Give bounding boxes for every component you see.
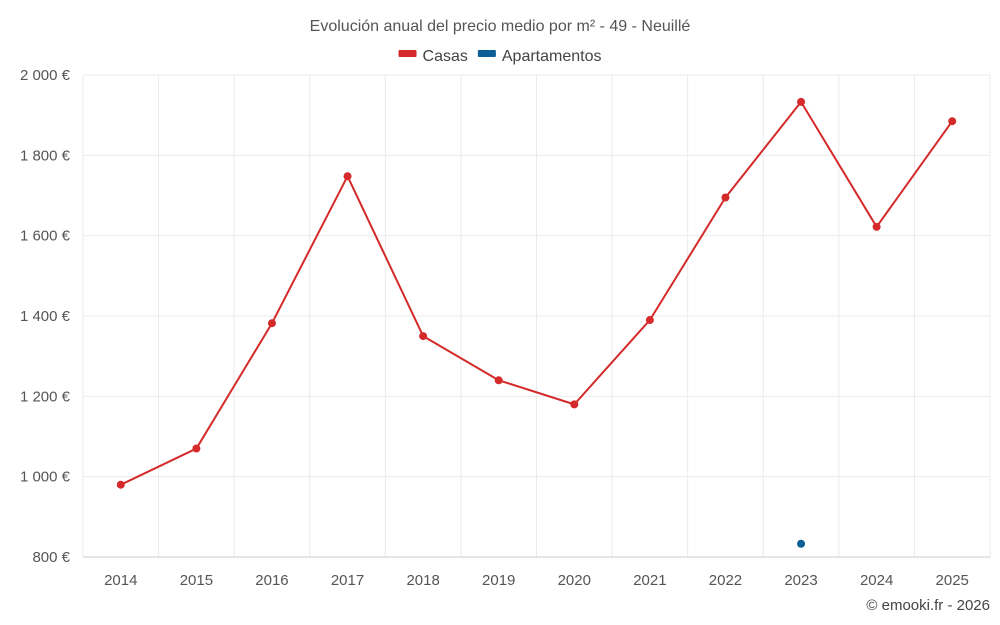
x-tick-label: 2024 — [860, 572, 893, 589]
x-tick-label: 2023 — [784, 572, 817, 589]
x-tick-label: 2015 — [180, 572, 213, 589]
grid — [82, 74, 991, 558]
data-point-apartamentos — [797, 539, 806, 548]
series-line-casas — [120, 100, 954, 486]
y-tick-label: 1 400 € — [20, 308, 71, 325]
x-tick-label: 2016 — [255, 572, 288, 589]
x-tick-label: 2018 — [406, 572, 439, 589]
x-tick-label: 2017 — [331, 572, 364, 589]
data-point-casas — [721, 193, 730, 202]
series-layer — [116, 97, 957, 548]
y-tick-label: 800 € — [32, 549, 70, 566]
legend: Casas Apartamentos — [398, 48, 602, 65]
data-point-casas — [419, 332, 428, 341]
x-tick-label: 2020 — [558, 572, 591, 589]
x-tick-label: 2014 — [104, 572, 137, 589]
data-point-casas — [948, 117, 957, 126]
data-point-casas — [494, 376, 503, 385]
legend-label: Casas — [423, 48, 468, 65]
y-tick-label: 1 200 € — [20, 388, 71, 405]
legend-swatch — [477, 50, 496, 57]
x-tick-label: 2019 — [482, 572, 515, 589]
y-tick-label: 1 000 € — [20, 469, 71, 486]
legend-item: Casas — [398, 48, 468, 65]
data-point-casas — [570, 400, 579, 409]
data-point-casas — [872, 222, 881, 231]
legend-item: Apartamentos — [477, 48, 602, 65]
x-tick-label: 2022 — [709, 572, 742, 589]
legend-swatch — [398, 50, 417, 57]
legend-label: Apartamentos — [502, 48, 602, 65]
data-point-casas — [343, 172, 352, 181]
credit-text: © emooki.fr - 2026 — [866, 597, 990, 614]
y-tick-label: 2 000 € — [20, 67, 71, 84]
x-axis: 2014 2015 2016 2017 2018 2019 2020 2021 2022 2023… — [104, 572, 969, 589]
data-point-casas — [797, 97, 806, 106]
data-point-casas — [645, 316, 654, 325]
data-point-casas — [116, 480, 125, 489]
data-point-casas — [267, 319, 276, 328]
y-axis: 800 € 1 000 € 1 200 € 1 400 € 1 600 € 1 800 €… — [20, 67, 71, 566]
x-tick-label: 2021 — [633, 572, 666, 589]
y-tick-label: 1 800 € — [20, 147, 71, 164]
chart-title: Evolución anual del precio medio por m² … — [310, 18, 691, 35]
data-point-casas — [192, 444, 201, 453]
x-tick-label: 2025 — [936, 572, 969, 589]
y-tick-label: 1 600 € — [20, 228, 71, 245]
